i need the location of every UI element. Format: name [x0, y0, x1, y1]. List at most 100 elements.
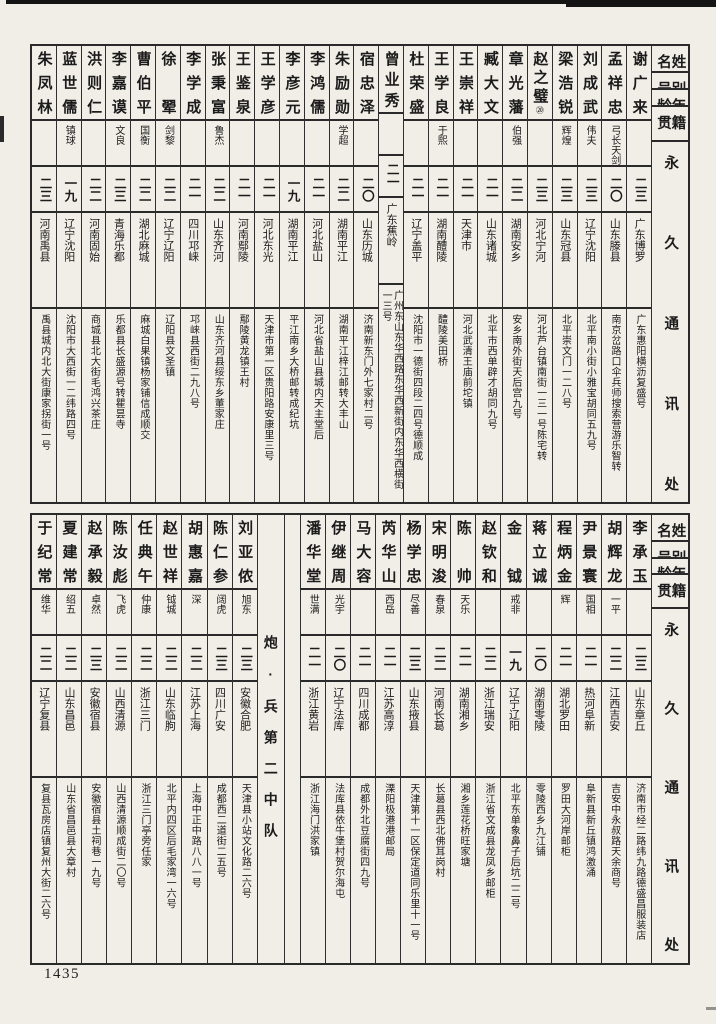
header-origin-cell: 籍贯	[652, 575, 688, 610]
person-name: 王学彦	[259, 51, 276, 114]
person-name-cell: 任典午	[132, 515, 157, 590]
person-name: 潘华堂	[304, 520, 321, 583]
footnote-mark: ⑳	[535, 106, 545, 114]
person-column: 章光藩 伯强 二二 湖南安乡 安乡南外街天后宫九号	[502, 46, 528, 502]
person-alias-cell	[626, 590, 651, 636]
person-origin-cell: 广东博罗	[627, 213, 651, 309]
person-age-cell: 二二	[81, 167, 106, 213]
person-column: 曹伯平 国衡 二二 湖北麻城 麻城白果镇杨家铺信成顺交	[130, 46, 156, 502]
person-address: 阜新县新丘镇鸿激涌	[583, 783, 595, 878]
person-column: 陈帅 天乐 二一 湖南湘乡 湘乡莲花桥旺家塘	[450, 515, 476, 963]
person-origin-cell: 热河阜新	[576, 682, 601, 778]
person-name-cell: 陈仁参	[207, 515, 232, 590]
person-column: 孟祥忠 弓长天剑 二〇 山东滕县 南京岔路口伞兵师搜索营游乐智转	[601, 46, 627, 502]
roster-table-upper: 姓名 别号 年龄 籍贯 永久通讯处 谢广来 二三 广东博罗 广东惠阳横沥复盛号 孟祥忠 弓长天剑 二〇…	[30, 44, 690, 504]
person-name: 李学成	[184, 51, 201, 114]
person-address-cell: 阜新县新丘镇鸿激涌	[577, 778, 601, 963]
person-age-cell: 二三	[401, 636, 426, 682]
person-age-cell: 一九	[280, 167, 304, 213]
person-name-text: 赵世祥	[160, 520, 178, 583]
person-age-cell: 二二	[601, 636, 626, 682]
person-address-cell: 南京岔路口伞兵师搜索营游乐智转	[602, 309, 626, 502]
person-origin-cell: 浙江瑞安	[476, 682, 501, 778]
scan-artifact-left-edge	[0, 116, 4, 142]
person-age: 二二	[112, 645, 127, 671]
person-origin-cell: 湖南湘乡	[451, 682, 476, 778]
person-name: 杨学忠	[405, 520, 422, 583]
person-column: 任典午 仲康 二二 浙江三门 浙江三门亭旁任家	[131, 515, 157, 963]
person-origin-cell: 山东掖县	[401, 682, 426, 778]
person-address-cell: 山东省昌邑县大章村	[57, 778, 81, 963]
person-age-cell: 二〇	[526, 636, 551, 682]
person-name: 蓝世儒	[60, 51, 77, 114]
person-alias: 戒非	[507, 594, 519, 614]
person-name-text: 臧大文	[481, 51, 499, 114]
person-name-text: 赵钦和	[479, 520, 497, 583]
header-origin: 籍贯	[655, 583, 686, 598]
person-name: 赵之璧⑳	[531, 51, 548, 114]
person-column: 杨学忠 尽善 二三 山东掖县 天津第十一区保定道同乐里十一号	[400, 515, 426, 963]
person-alias: 伯强	[509, 125, 521, 145]
person-name-cell: 孟祥忠	[602, 46, 627, 121]
person-address-cell: 上海中正中路八八一号	[182, 778, 206, 963]
person-name: 杜荣盛	[407, 51, 425, 114]
person-address-cell: 长葛县西北佛耳岗村	[426, 778, 450, 963]
scan-artifact-bottom-right	[706, 1007, 716, 1010]
person-alias-cell	[476, 590, 501, 636]
person-age-cell: 二一	[551, 636, 576, 682]
person-origin-cell: 青海乐都	[106, 213, 131, 309]
person-age: 二三	[213, 645, 228, 671]
person-address: 平江南乡大桥邮转成纪坑	[286, 314, 298, 430]
person-column: 赵承毅 卓然 二三 安徽宿县 安徽宿县土祠巷一九号	[81, 515, 107, 963]
person-name-cell: 王鉴泉	[230, 46, 255, 121]
person-alias: 深	[188, 594, 200, 604]
unit-label-column: 炮·兵第二中队	[256, 515, 284, 963]
person-name-cell: 谢广来	[627, 46, 651, 121]
person-name-text: 陈帅	[454, 520, 472, 583]
header-age-cell: 年龄	[652, 90, 688, 108]
person-address: 北平市西单辟才胡同九号	[485, 314, 497, 430]
person-alias-cell: 西岳	[375, 590, 401, 636]
person-origin-cell: 辽宁法库	[325, 682, 350, 778]
person-origin-cell: 广东蕉岭	[379, 198, 404, 285]
person-address-cell: 北平南小街小雅宝胡同五九号	[578, 309, 602, 502]
person-age: 二〇	[532, 645, 547, 671]
person-alias-cell	[528, 121, 552, 167]
person-name: 赵世祥	[160, 520, 178, 583]
person-age-cell: 二三	[106, 167, 131, 213]
person-origin: 广东博罗	[633, 218, 646, 262]
person-name-text: 洪则仁	[85, 51, 103, 114]
person-age-cell: 二一	[304, 167, 329, 213]
person-name: 金钺	[505, 520, 522, 583]
person-age-cell: 二一	[180, 167, 205, 213]
person-name-text: 李鸿儒	[308, 51, 326, 114]
person-age: 二二	[87, 176, 102, 202]
person-origin-cell: 辽宁辽阳	[156, 213, 180, 309]
person-address: 济南市经二路纬九路德盛昌服装店	[633, 783, 645, 941]
person-alias-cell: 鲁杰	[205, 121, 230, 167]
person-name-cell: 赵之璧⑳	[528, 46, 552, 121]
person-origin-cell: 山东历城	[354, 213, 379, 309]
person-alias-cell: 学超	[329, 121, 354, 167]
person-age: 二一	[384, 163, 399, 189]
person-name-text: 李嘉谟	[109, 51, 127, 114]
person-name-text: 曹伯平	[134, 51, 152, 114]
person-column: 朱励勋 学超 二二 湖南平江 湖南平江梓江邮转大丰山	[328, 46, 354, 502]
person-name-cell: 宋明浚	[426, 515, 451, 590]
person-address: 广州东山东华西路东华西新街内东华西横街一三号	[380, 289, 403, 490]
person-age-cell: 二二	[426, 636, 451, 682]
person-column: 宋明浚 春泉 二二 河南长葛 长葛县西北佛耳岗村	[425, 515, 451, 963]
person-origin-cell: 湖北罗田	[551, 682, 576, 778]
person-column: 王学彦 二一 河北东光 天津市第一区贵阳路安康里三号	[254, 46, 280, 502]
header-alias-cell: 别号	[652, 542, 688, 559]
scan-artifact-top-edge	[6, 0, 716, 4]
person-address: 成都西二道街二五号	[214, 783, 226, 878]
person-name-text: 宋明浚	[429, 520, 447, 583]
person-name: 陈帅	[454, 520, 472, 583]
person-name-text: 杜荣盛	[407, 51, 425, 114]
header-address-cell: 永久通讯处	[652, 142, 688, 502]
person-origin: 河南鄢陵	[236, 218, 249, 262]
person-address: 罗田大河岸邮柜	[558, 783, 570, 857]
person-address-cell: 浙江三门亭旁任家	[132, 778, 156, 963]
person-age: 二三	[632, 645, 647, 671]
